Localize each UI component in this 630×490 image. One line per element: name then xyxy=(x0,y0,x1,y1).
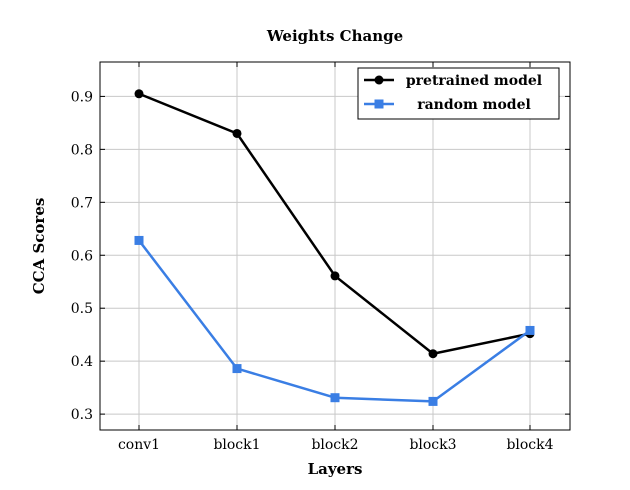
y-tick-label: 0.6 xyxy=(71,248,93,264)
x-axis: conv1 block1 block2 block3 block4 xyxy=(118,62,554,453)
x-axis-label: Layers xyxy=(308,460,363,478)
data-point xyxy=(134,89,144,99)
legend-label: random model xyxy=(417,97,531,113)
legend-label: pretrained model xyxy=(406,73,542,89)
data-point xyxy=(428,396,438,406)
chart-title: Weights Change xyxy=(266,27,403,45)
x-tick-label: block4 xyxy=(506,437,553,453)
y-axis-label: CCA Scores xyxy=(30,198,48,295)
legend-marker xyxy=(374,75,384,85)
legend-box xyxy=(357,67,560,120)
data-point xyxy=(330,271,340,281)
data-point xyxy=(134,235,144,245)
data-point xyxy=(525,325,535,335)
legend: pretrained model random model xyxy=(357,67,560,120)
data-point xyxy=(330,393,340,403)
y-axis: 0.3 0.4 0.5 0.6 0.7 0.8 0.9 xyxy=(71,89,570,423)
y-tick-label: 0.4 xyxy=(71,354,93,370)
x-tick-label: block3 xyxy=(409,437,456,453)
y-tick-label: 0.8 xyxy=(71,142,93,158)
series-group xyxy=(134,89,535,406)
data-point xyxy=(428,349,438,359)
x-tick-label: conv1 xyxy=(118,437,160,453)
y-tick-label: 0.5 xyxy=(71,301,93,317)
data-point xyxy=(232,364,242,374)
x-tick-label: block1 xyxy=(213,437,260,453)
x-tick-label: block2 xyxy=(311,437,358,453)
grid xyxy=(100,62,570,430)
y-tick-label: 0.9 xyxy=(71,89,93,105)
y-tick-label: 0.3 xyxy=(71,407,93,423)
data-point xyxy=(232,128,242,138)
y-tick-label: 0.7 xyxy=(71,195,93,211)
legend-marker xyxy=(374,99,384,109)
